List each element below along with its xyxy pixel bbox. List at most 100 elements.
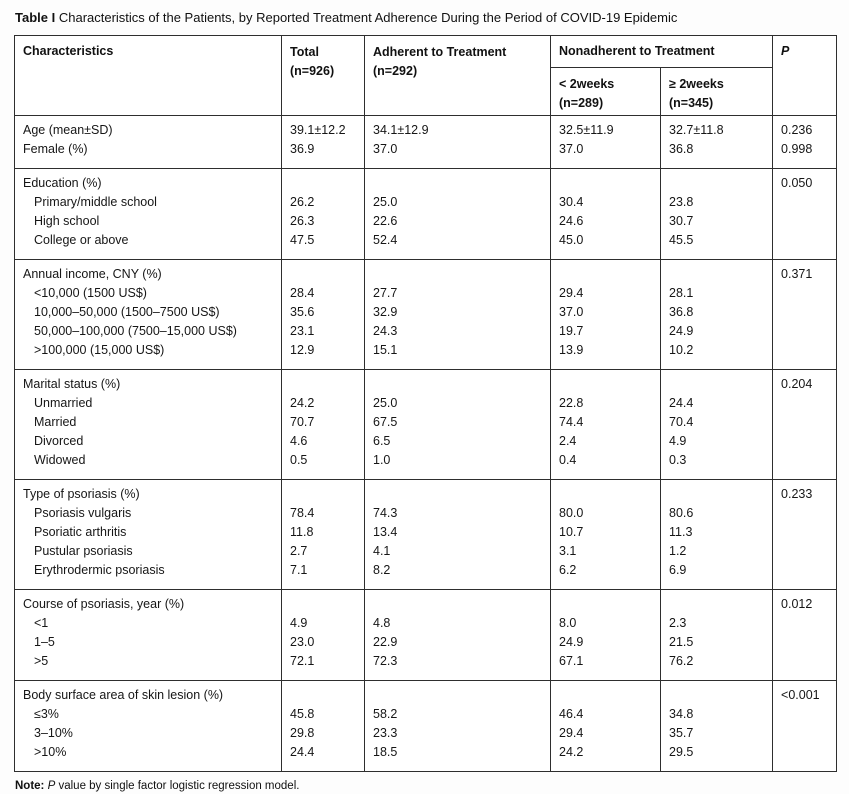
table-section: Type of psoriasis (%) 0.233 Psoriasis vulg… [14, 479, 837, 590]
value-cell: 30.7 [659, 212, 773, 231]
note-text: value by single factor logistic regressi… [58, 780, 300, 792]
row-label: ≤3% [34, 707, 59, 721]
value-cell [281, 680, 365, 705]
p-value-cell: 0.998 [772, 140, 837, 169]
table-section: Course of psoriasis, year (%) 0.012 <1 4.9 4… [14, 589, 837, 681]
value-cell: 7.1 [281, 561, 365, 590]
value-cell: 34.8 [659, 705, 773, 724]
table-row: ≤3% 45.8 58.2 46.4 34.8 [15, 705, 837, 724]
value-cell: 29.8 [281, 724, 365, 743]
table-row: Marital status (%) 0.204 [15, 369, 837, 394]
value-cell: 8.2 [364, 561, 551, 590]
header-total-line2: (n=926) [290, 64, 335, 78]
value-cell: 67.1 [550, 652, 661, 681]
value-cell [659, 479, 773, 504]
header-adherent-line2: (n=292) [373, 64, 418, 78]
p-value-cell [772, 504, 837, 523]
table-section: Age (mean±SD) 39.1±12.2 34.1±12.9 32.5±11.9… [14, 115, 837, 169]
value-cell: 32.5±11.9 [550, 115, 661, 140]
value-cell: 23.8 [659, 193, 773, 212]
value-cell [364, 168, 551, 193]
p-value-cell [772, 451, 837, 480]
value-cell: 29.5 [659, 743, 773, 772]
table-section: Marital status (%) 0.204 Unmarried 24.2 25.0… [14, 369, 837, 480]
value-cell [659, 168, 773, 193]
value-cell: 22.6 [364, 212, 551, 231]
row-label: Primary/middle school [34, 195, 157, 209]
table-row: Psoriasis vulgaris 78.4 74.3 80.0 80.6 [15, 504, 837, 523]
value-cell: 24.2 [550, 743, 661, 772]
header-lt2weeks-line1: < 2weeks [559, 77, 615, 91]
value-cell: 6.2 [550, 561, 661, 590]
value-cell: 4.9 [659, 432, 773, 451]
row-label: Unmarried [34, 396, 93, 410]
row-label: Marital status (%) [23, 377, 121, 391]
p-value-cell [772, 432, 837, 451]
value-cell: 28.4 [281, 284, 365, 303]
p-value-cell [772, 523, 837, 542]
row-label: >100,000 (15,000 US$) [34, 343, 165, 357]
value-cell [364, 259, 551, 284]
table-section: Annual income, CNY (%) 0.371 <10,000 (1500… [14, 259, 837, 370]
table-section: Body surface area of skin lesion (%) <0.0… [14, 680, 837, 772]
table-row: High school 26.3 22.6 24.6 30.7 [15, 212, 837, 231]
header-ge2weeks-line2: (n=345) [669, 96, 714, 110]
p-value-cell: 0.012 [772, 589, 837, 614]
table-row: Erythrodermic psoriasis 7.1 8.2 6.2 6.9 [15, 561, 837, 590]
table-row: College or above 47.5 52.4 45.0 45.5 [15, 231, 837, 260]
value-cell: 39.1±12.2 [281, 115, 365, 140]
value-cell: 47.5 [281, 231, 365, 260]
table-row: 10,000–50,000 (1500–7500 US$) 35.6 32.9 37.… [15, 303, 837, 322]
value-cell: 28.1 [659, 284, 773, 303]
row-label: Married [34, 415, 77, 429]
value-cell: 1.0 [364, 451, 551, 480]
p-value-cell [772, 231, 837, 260]
value-cell: 29.4 [550, 284, 661, 303]
value-cell [659, 369, 773, 394]
header-adherent-line1: Adherent to Treatment [373, 45, 507, 59]
value-cell [550, 369, 661, 394]
value-cell: 36.8 [659, 140, 773, 169]
row-label: Course of psoriasis, year (%) [23, 597, 185, 611]
header-lt2weeks-line2: (n=289) [559, 96, 604, 110]
p-value-cell [772, 193, 837, 212]
value-cell: 70.7 [281, 413, 365, 432]
header-ge2weeks-line1: ≥ 2weeks [669, 77, 724, 91]
value-cell: 4.1 [364, 542, 551, 561]
value-cell [364, 589, 551, 614]
value-cell: 22.8 [550, 394, 661, 413]
value-cell [550, 479, 661, 504]
table-title-text: Characteristics of the Patients, by Repo… [58, 10, 678, 25]
p-value-cell [772, 413, 837, 432]
p-value-cell [772, 724, 837, 743]
note-p-symbol: P [47, 780, 56, 792]
value-cell: 72.1 [281, 652, 365, 681]
value-cell: 19.7 [550, 322, 661, 341]
table-row: Divorced 4.6 6.5 2.4 4.9 [15, 432, 837, 451]
header-total-line1: Total [290, 45, 319, 59]
p-value-cell: 0.371 [772, 259, 837, 284]
value-cell: 24.4 [281, 743, 365, 772]
p-value-cell [772, 614, 837, 633]
row-label: Erythrodermic psoriasis [34, 563, 165, 577]
value-cell: 45.5 [659, 231, 773, 260]
value-cell: 70.4 [659, 413, 773, 432]
value-cell: 36.9 [281, 140, 365, 169]
p-value-cell: <0.001 [772, 680, 837, 705]
value-cell: 4.6 [281, 432, 365, 451]
p-value-cell [772, 341, 837, 370]
table-row: Education (%) 0.050 [15, 168, 837, 193]
value-cell: 58.2 [364, 705, 551, 724]
value-cell: 4.9 [281, 614, 365, 633]
value-cell: 26.3 [281, 212, 365, 231]
value-cell: 10.7 [550, 523, 661, 542]
value-cell: 2.7 [281, 542, 365, 561]
value-cell: 37.0 [364, 140, 551, 169]
row-label: 1–5 [34, 635, 55, 649]
row-label: 50,000–100,000 (7500–15,000 US$) [34, 324, 237, 338]
value-cell: 25.0 [364, 193, 551, 212]
value-cell: 10.2 [659, 341, 773, 370]
header-p-symbol: P [781, 44, 790, 58]
table-row: Unmarried 24.2 25.0 22.8 24.4 [15, 394, 837, 413]
value-cell: 46.4 [550, 705, 661, 724]
